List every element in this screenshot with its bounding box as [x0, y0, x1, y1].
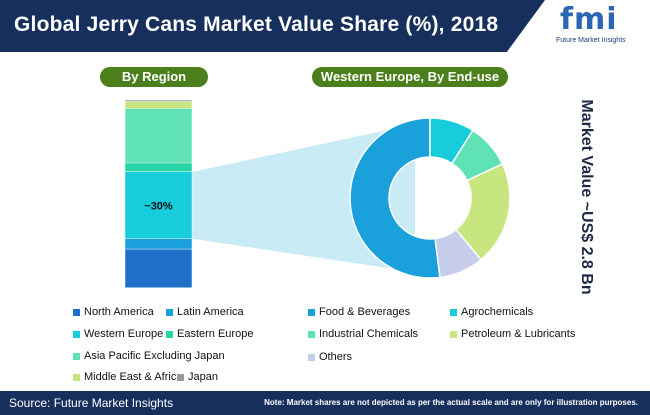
logo-text: Future Market Insights	[556, 37, 626, 44]
legend-item-japan: Japan	[177, 371, 218, 383]
bar-segment-eastern-europe	[125, 163, 192, 172]
legend-swatch	[177, 373, 184, 381]
legend-label: Agrochemicals	[461, 306, 534, 318]
legend-swatch	[308, 353, 315, 361]
header-bar: Global Jerry Cans Market Value Share (%)…	[0, 0, 650, 52]
legend-label: Western Europe	[84, 328, 164, 340]
bar-outline	[124, 99, 193, 289]
bar-segment-north-america	[125, 249, 192, 288]
bar-segment-japan	[125, 100, 192, 102]
legend-label: Japan	[188, 371, 218, 383]
legend-item-industrial-chemicals: Industrial Chemicals	[308, 328, 418, 340]
market-value-label: Market Value ~US$ 2.8 Bn	[574, 92, 598, 302]
donut-slice-food-and-beverages	[349, 117, 441, 279]
legend-label: Middle East & Africa	[84, 371, 183, 383]
legend-label: North America	[84, 306, 154, 318]
legend-swatch	[73, 352, 80, 360]
legend-label: Food & Beverages	[319, 306, 411, 318]
page-title: Global Jerry Cans Market Value Share (%)…	[14, 13, 499, 36]
by-region-label: By Region	[100, 67, 208, 87]
bar-segment-asia-pacific-excluding-japan	[125, 108, 192, 163]
legend-swatch	[450, 308, 457, 316]
legend-item-eastern-europe: Eastern Europe	[166, 328, 253, 340]
end-use-label: Western Europe, By End-use	[312, 67, 508, 87]
source-text: Source: Future Market Insights	[9, 396, 174, 410]
legend-label: Asia Pacific Excluding Japan	[84, 350, 225, 362]
legend-item-asia-pacific-excluding-japan: Asia Pacific Excluding Japan	[73, 350, 225, 362]
legend-item-petroleum-and-lubricants: Petroleum & Lubricants	[450, 328, 575, 340]
note-text: Note: Market shares are not depicted as …	[264, 398, 638, 407]
logo-mark: fmi	[560, 2, 618, 37]
legend-item-latin-america: Latin America	[166, 306, 244, 318]
legend-item-north-america: North America	[73, 306, 154, 318]
legend-swatch	[73, 373, 80, 381]
bar-segment-middle-east-and-africa	[125, 101, 192, 109]
legend-swatch	[308, 330, 315, 338]
bar-data-label: ~30%	[144, 200, 173, 212]
legend-item-food-and-beverages: Food & Beverages	[308, 306, 410, 318]
legend-label: Industrial Chemicals	[319, 328, 419, 340]
legend-swatch	[166, 330, 173, 338]
bar-segment-latin-america	[125, 238, 192, 249]
legend-item-others: Others	[308, 351, 352, 363]
legend-swatch	[73, 308, 80, 316]
legend-swatch	[308, 308, 315, 316]
chart-area: ~30%	[124, 99, 511, 289]
legend-swatch	[166, 308, 173, 316]
footer: Source: Future Market Insights Note: Mar…	[0, 391, 650, 415]
fmi-logo: fmi Future Market Insights	[556, 2, 646, 50]
bar-segment-western-europe	[125, 172, 192, 239]
legend-item-agrochemicals: Agrochemicals	[450, 306, 533, 318]
legend-label: Latin America	[177, 306, 244, 318]
legend-item-western-europe: Western Europe	[73, 328, 163, 340]
title-band	[0, 0, 545, 52]
legend-label: Others	[319, 351, 353, 363]
donut-slice-others	[434, 228, 483, 279]
legend-swatch	[450, 330, 457, 338]
market-value-text: Market Value ~US$ 2.8 Bn	[578, 99, 595, 295]
legend-swatch	[73, 330, 80, 338]
legend-label: Eastern Europe	[177, 328, 254, 340]
legend-label: Petroleum & Lubricants	[461, 328, 576, 340]
legend-item-middle-east-and-africa: Middle East & Africa	[73, 371, 182, 383]
